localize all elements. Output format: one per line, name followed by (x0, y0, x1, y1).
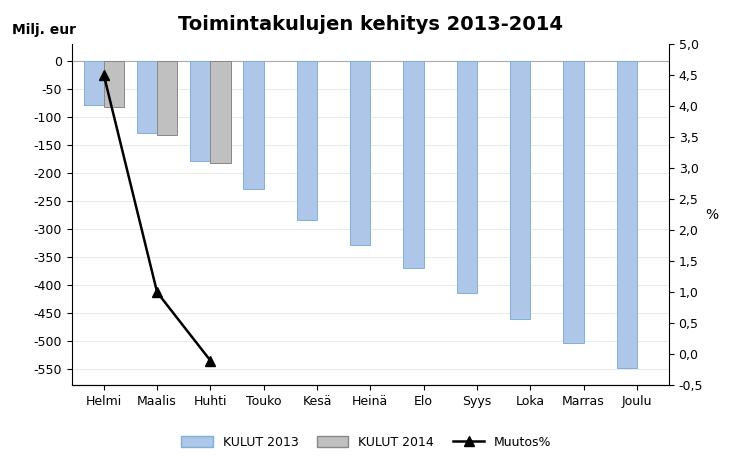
Bar (403, 61, 424, 268)
Line: Muutos%: Muutos% (99, 70, 216, 365)
Bar (297, 61, 317, 220)
Muutos% (206, 358, 215, 363)
Text: Milj. eur: Milj. eur (12, 23, 76, 37)
Bar (564, 61, 583, 344)
Bar (84, 61, 104, 106)
Legend: KULUT 2013, KULUT 2014, Muutos%: KULUT 2013, KULUT 2014, Muutos% (177, 431, 556, 454)
Bar (510, 61, 530, 319)
Bar (157, 61, 177, 135)
Title: Toimintakulujen kehitys 2013-2014: Toimintakulujen kehitys 2013-2014 (178, 15, 563, 34)
Bar (190, 61, 210, 161)
Bar (350, 61, 370, 246)
Bar (457, 61, 477, 293)
Bar (104, 61, 124, 106)
Bar (137, 61, 157, 133)
Y-axis label: %: % (705, 208, 718, 222)
Bar (243, 61, 264, 189)
Muutos% (100, 72, 108, 78)
Bar (616, 61, 637, 367)
Bar (210, 61, 231, 163)
Muutos% (152, 290, 161, 295)
